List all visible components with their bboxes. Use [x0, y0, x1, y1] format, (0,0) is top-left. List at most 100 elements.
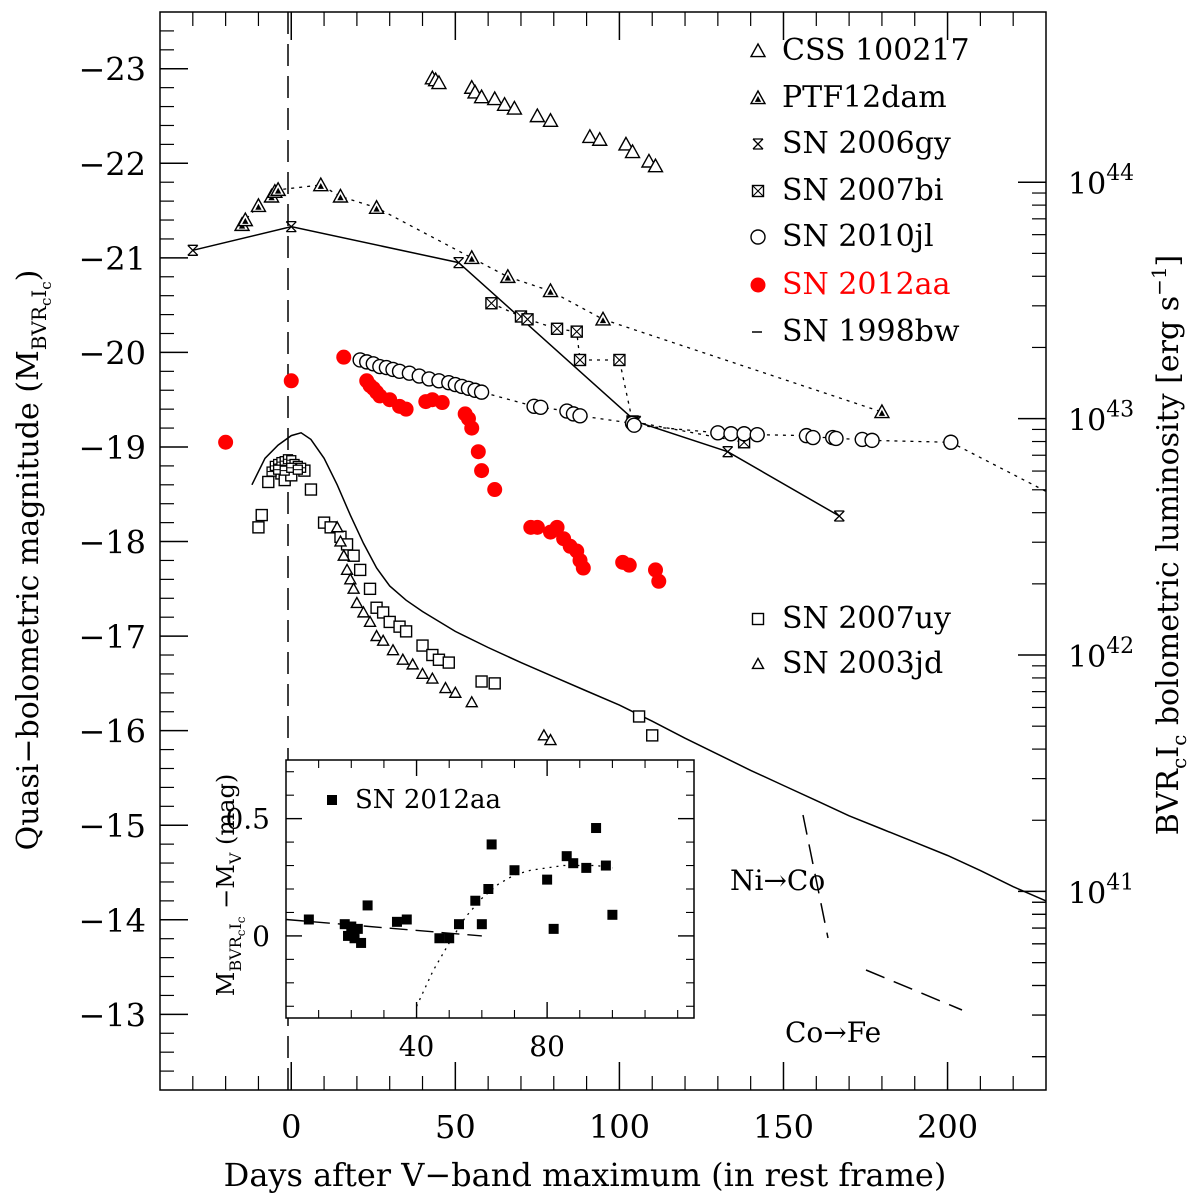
ptf12dam-point-fill [373, 205, 380, 212]
sn-2007uy-point [353, 563, 367, 577]
inset-point [352, 923, 363, 934]
sn-2007bi-point-x [613, 354, 626, 366]
sn-2007uy-point [646, 729, 659, 742]
legend-label: SN 2010jl [782, 219, 934, 254]
inset-point [362, 900, 373, 911]
sn-2003jd-point [405, 657, 420, 670]
y-tick-label: −17 [78, 618, 146, 656]
sn-2010jl-point [864, 432, 880, 449]
sn-2006gy-point [833, 510, 845, 522]
y-tick-label: −13 [78, 996, 146, 1034]
sn-2006gy-point [453, 256, 465, 269]
sn-2012aa-point [474, 463, 490, 479]
ptf12dam-point-fill [274, 187, 282, 194]
sn-2012aa-point [648, 562, 664, 578]
inset-point [470, 895, 481, 906]
legend-label: SN 2012aa [782, 267, 951, 302]
sn-2003jd-point [330, 520, 344, 533]
y-tick-label: −21 [78, 240, 146, 278]
inset-x-tick-label: 80 [529, 1030, 565, 1063]
right-y-axis-label: BVRcIc bolometric luminosity [erg s−1] [1147, 255, 1191, 836]
css-100217-point [529, 107, 546, 123]
css-100217-point [624, 143, 641, 159]
ptf12dam-point-fill [504, 274, 511, 281]
sn-2003jd-point [350, 596, 364, 609]
sn-2003jd-point [543, 733, 558, 746]
sn-2012aa-point [434, 395, 450, 411]
css-100217-point [473, 88, 490, 104]
sn-2003jd-point [356, 605, 371, 618]
sn-2012aa-point [575, 560, 591, 576]
sn-2010jl-point [626, 417, 642, 433]
inset-point [568, 858, 579, 869]
inset-point [486, 839, 497, 850]
sn-2007bi-point-x [485, 297, 498, 310]
css-100217-point [542, 112, 559, 128]
co-fe-annotation: Co→Fe [785, 1016, 881, 1049]
x-tick-label: 0 [281, 1108, 301, 1146]
sn-2007bi-point-x [521, 313, 534, 326]
sn-2003jd-point [425, 671, 440, 684]
sn-2010jl-point [736, 426, 752, 442]
axis-ticks [160, 12, 1046, 1090]
sn-2003jd-point [396, 652, 410, 665]
sn-2007uy-point [632, 710, 646, 723]
legend: CSS 100217 PTF12dam SN 2006gy SN 2007bi SN 2… [749, 33, 970, 681]
sn-2012aa-point [470, 444, 486, 460]
legend-label: SN 2007bi [782, 173, 943, 208]
sn-2003jd-point [438, 681, 453, 694]
sn-2006gy-point [285, 221, 297, 233]
inset-point [303, 914, 314, 925]
inset-point [542, 874, 553, 885]
inset-point [349, 933, 360, 944]
sn-2006gy-point [722, 446, 734, 458]
ptf12dam-point-fill [878, 409, 886, 416]
inset-legend-marker [327, 795, 337, 805]
inset-point [548, 923, 559, 934]
css-100217-point [617, 135, 635, 151]
inset-point [401, 914, 412, 925]
inset-x-tick-label: 40 [399, 1030, 435, 1063]
legend-marker [751, 612, 765, 626]
sn-2012aa-point [621, 557, 637, 573]
sn-2012aa-point [283, 373, 299, 389]
sn-2012aa-point [398, 401, 414, 417]
ni-co-annotation: Ni→Co [730, 864, 825, 897]
inset-dashed-fit [285, 918, 482, 937]
inset-point [509, 865, 520, 876]
y-tick-label: −20 [78, 334, 146, 372]
legend-marker [752, 138, 764, 150]
ptf12dam-point-fill [255, 203, 262, 210]
ptf12dam-point-fill [317, 182, 324, 189]
inset-point [444, 933, 455, 944]
legend-marker-fill [754, 95, 762, 102]
inset-point [434, 933, 445, 944]
sn-2012aa-point [487, 482, 503, 498]
sn-2003jd-point [363, 614, 377, 628]
sn-2012aa-point [464, 420, 480, 436]
sn-2007uy-point [304, 483, 318, 496]
sn-2010jl-point [749, 426, 765, 443]
right-tick-label: 1044 [1068, 161, 1134, 202]
ptf12dam-line [241, 184, 883, 413]
ni-co-slope-line [802, 814, 829, 939]
inset-point [343, 930, 354, 941]
legend-marker-x [752, 185, 764, 197]
sn-2007uy-point [347, 549, 360, 562]
y-tick-label: −16 [78, 713, 146, 751]
inset-point [581, 862, 592, 873]
sn-2012aa-point [218, 434, 234, 450]
sn-2003jd-point [346, 581, 361, 594]
inset-point [391, 916, 402, 927]
legend-label: CSS 100217 [782, 33, 970, 68]
ptf12dam-point-fill [242, 217, 249, 224]
sn-2012aa-point [529, 519, 545, 535]
sn-2003jd-point [448, 685, 463, 698]
right-tick-label: 1041 [1068, 870, 1134, 911]
ptf12dam-point-fill [599, 317, 607, 324]
sn-2012aa-point [336, 349, 352, 365]
legend-marker [750, 229, 766, 245]
x-tick-label: 200 [917, 1108, 978, 1146]
right-tick-label: 1043 [1068, 398, 1134, 439]
